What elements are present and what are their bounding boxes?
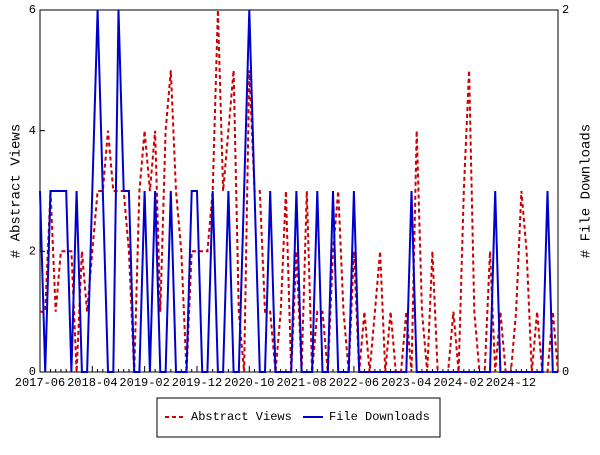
x-tick-label: 2021-08 — [276, 376, 326, 390]
x-tick-label: 2023-04 — [381, 376, 431, 390]
legend — [156, 397, 441, 438]
y-tick-label: 0 — [29, 365, 36, 379]
y2-tick-label: 2 — [562, 3, 569, 17]
y-tick-label: 4 — [29, 124, 36, 138]
x-tick-label: 2022-06 — [329, 376, 379, 390]
y2-tick-label: 0 — [562, 365, 569, 379]
legend-label: Abstract Views — [191, 410, 292, 424]
x-tick-label: 2019-12 — [172, 376, 222, 390]
y2-axis-label: # File Downloads — [579, 124, 595, 258]
x-tick-label: 2024-12 — [486, 376, 536, 390]
x-tick-label: 2019-02 — [119, 376, 169, 390]
x-tick-label: 2024-02 — [433, 376, 483, 390]
legend-label: File Downloads — [329, 410, 430, 424]
y-axis-label: # Abstract Views — [9, 124, 25, 258]
x-tick-label: 2017-06 — [15, 376, 65, 390]
y-tick-label: 6 — [29, 3, 36, 17]
x-tick-label: 2018-04 — [67, 376, 117, 390]
x-tick-label: 2020-10 — [224, 376, 274, 390]
series-line — [39, 9, 558, 373]
y-tick-label: 2 — [29, 245, 36, 259]
